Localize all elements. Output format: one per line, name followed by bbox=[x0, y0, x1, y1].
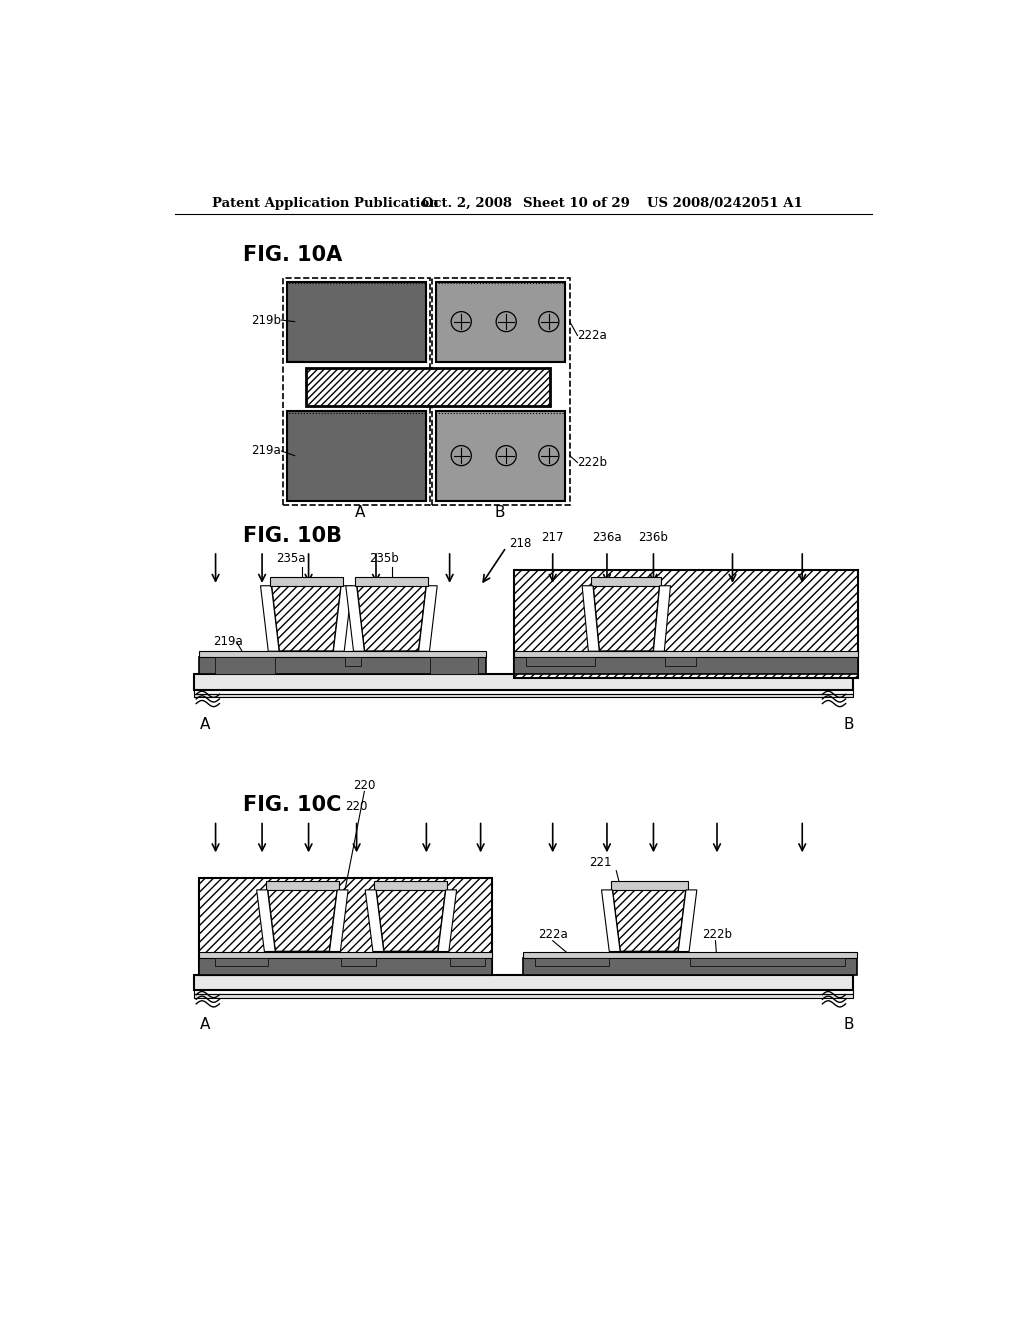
Text: A: A bbox=[201, 717, 211, 731]
Bar bbox=[432, 277, 569, 506]
Bar bbox=[200, 952, 493, 958]
Bar bbox=[194, 693, 853, 697]
Bar bbox=[341, 958, 376, 966]
Bar bbox=[345, 657, 360, 665]
Bar bbox=[215, 657, 275, 675]
Bar bbox=[287, 281, 426, 363]
Bar bbox=[287, 411, 426, 502]
Bar bbox=[514, 657, 858, 675]
Text: 222b: 222b bbox=[578, 455, 607, 469]
Polygon shape bbox=[356, 586, 426, 651]
Text: 235a: 235a bbox=[276, 552, 305, 565]
Text: 221: 221 bbox=[590, 857, 612, 870]
Bar bbox=[194, 990, 853, 994]
Polygon shape bbox=[376, 890, 445, 952]
Polygon shape bbox=[267, 890, 337, 952]
Text: 219a: 219a bbox=[213, 635, 243, 648]
Text: B: B bbox=[495, 506, 505, 520]
Bar bbox=[436, 411, 565, 502]
Text: 222b: 222b bbox=[702, 928, 732, 941]
Text: Sheet 10 of 29: Sheet 10 of 29 bbox=[523, 197, 630, 210]
Bar bbox=[200, 878, 493, 974]
Polygon shape bbox=[346, 586, 365, 651]
Text: B: B bbox=[844, 717, 854, 731]
Bar bbox=[523, 958, 856, 974]
Bar bbox=[306, 368, 550, 407]
Bar bbox=[450, 958, 484, 966]
Text: FIG. 10B: FIG. 10B bbox=[243, 525, 342, 545]
Bar bbox=[436, 281, 565, 363]
Bar bbox=[287, 284, 426, 360]
Bar bbox=[194, 994, 853, 998]
Bar bbox=[215, 958, 267, 966]
Bar bbox=[194, 974, 853, 990]
Polygon shape bbox=[612, 890, 686, 952]
Polygon shape bbox=[330, 890, 348, 952]
Bar bbox=[523, 952, 856, 958]
Text: 222a: 222a bbox=[578, 329, 607, 342]
Bar bbox=[436, 412, 565, 499]
Bar bbox=[430, 657, 478, 675]
Polygon shape bbox=[438, 890, 457, 952]
Bar bbox=[194, 689, 853, 693]
Polygon shape bbox=[271, 586, 341, 651]
Bar bbox=[436, 284, 565, 360]
Text: FIG. 10A: FIG. 10A bbox=[243, 244, 342, 264]
Polygon shape bbox=[653, 586, 671, 651]
Text: Oct. 2, 2008: Oct. 2, 2008 bbox=[423, 197, 512, 210]
Bar bbox=[200, 657, 486, 675]
Polygon shape bbox=[334, 586, 352, 651]
Polygon shape bbox=[419, 586, 437, 651]
Bar bbox=[200, 958, 493, 974]
Bar bbox=[535, 958, 608, 966]
Bar bbox=[266, 880, 339, 890]
Text: 236b: 236b bbox=[639, 531, 669, 544]
Bar bbox=[355, 577, 428, 586]
Bar bbox=[287, 412, 426, 499]
Text: 235b: 235b bbox=[369, 552, 398, 565]
Polygon shape bbox=[583, 586, 599, 651]
Polygon shape bbox=[601, 890, 621, 952]
Text: B: B bbox=[844, 1018, 854, 1032]
Bar bbox=[592, 577, 662, 586]
Polygon shape bbox=[678, 890, 697, 952]
Polygon shape bbox=[260, 586, 280, 651]
Bar bbox=[611, 880, 687, 890]
Text: A: A bbox=[355, 506, 366, 520]
Polygon shape bbox=[593, 586, 659, 651]
Bar bbox=[514, 651, 858, 657]
Bar bbox=[690, 958, 845, 966]
Polygon shape bbox=[366, 890, 384, 952]
Text: 219b: 219b bbox=[251, 314, 281, 326]
Bar bbox=[270, 577, 343, 586]
Text: 220: 220 bbox=[353, 779, 376, 792]
Bar bbox=[375, 880, 447, 890]
Text: FIG. 10C: FIG. 10C bbox=[243, 795, 341, 816]
Text: Patent Application Publication: Patent Application Publication bbox=[212, 197, 438, 210]
Bar bbox=[665, 657, 696, 665]
Text: 236a: 236a bbox=[592, 531, 622, 544]
Text: 219b: 219b bbox=[372, 630, 402, 643]
Text: 220: 220 bbox=[345, 800, 368, 813]
Bar bbox=[525, 657, 595, 665]
Text: 219a: 219a bbox=[251, 445, 281, 458]
Polygon shape bbox=[257, 890, 275, 952]
Text: US 2008/0242051 A1: US 2008/0242051 A1 bbox=[647, 197, 803, 210]
Text: 217: 217 bbox=[542, 531, 564, 544]
Bar bbox=[514, 570, 858, 678]
Bar bbox=[283, 277, 430, 506]
Text: 218: 218 bbox=[509, 537, 531, 550]
Bar bbox=[194, 675, 853, 689]
Text: A: A bbox=[201, 1018, 211, 1032]
Text: 222a: 222a bbox=[538, 928, 567, 941]
Bar bbox=[200, 651, 486, 657]
